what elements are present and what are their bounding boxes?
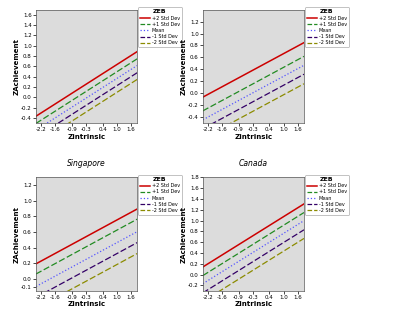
X-axis label: Zintrinsic: Zintrinsic [68, 133, 106, 140]
Text: Canada: Canada [239, 159, 268, 168]
X-axis label: Zintrinsic: Zintrinsic [68, 301, 106, 307]
Legend: +2 Std Dev, +1 Std Dev, Mean, -1 Std Dev, -2 Std Dev: +2 Std Dev, +1 Std Dev, Mean, -1 Std Dev… [138, 175, 182, 215]
Text: Singapore: Singapore [67, 159, 106, 168]
Y-axis label: ZAchievement: ZAchievement [14, 38, 20, 95]
Legend: +2 Std Dev, +1 Std Dev, Mean, -1 Std Dev, -2 Std Dev: +2 Std Dev, +1 Std Dev, Mean, -1 Std Dev… [138, 7, 182, 47]
X-axis label: Zintrinsic: Zintrinsic [234, 133, 272, 140]
X-axis label: Zintrinsic: Zintrinsic [234, 301, 272, 307]
Y-axis label: ZAchievement: ZAchievement [14, 205, 20, 263]
Y-axis label: ZAchievement: ZAchievement [180, 205, 186, 263]
Legend: +2 Std Dev, +1 Std Dev, Mean, -1 Std Dev, -2 Std Dev: +2 Std Dev, +1 Std Dev, Mean, -1 Std Dev… [305, 175, 349, 215]
Y-axis label: ZAchievement: ZAchievement [180, 38, 186, 95]
Legend: +2 Std Dev, +1 Std Dev, Mean, -1 Std Dev, -2 Std Dev: +2 Std Dev, +1 Std Dev, Mean, -1 Std Dev… [305, 7, 349, 47]
